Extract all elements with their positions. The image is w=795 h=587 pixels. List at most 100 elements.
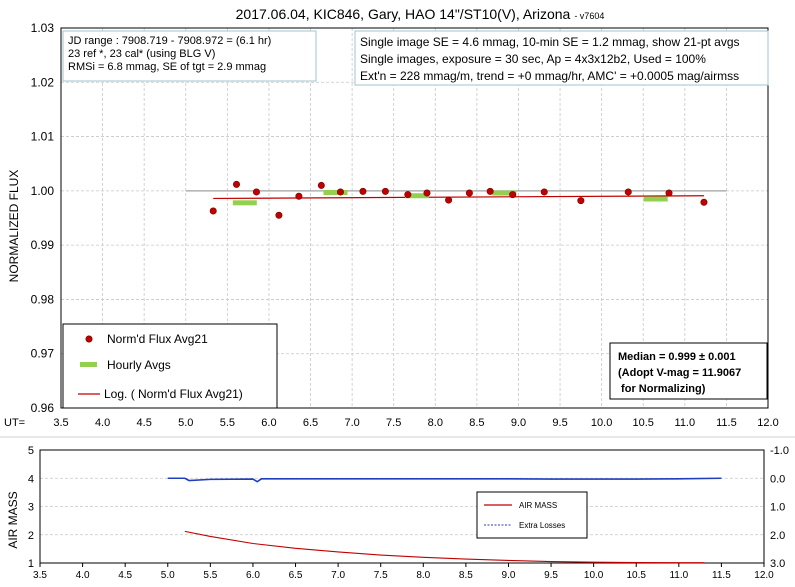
top-y-tick-label: 0.97 <box>31 347 55 361</box>
flux-point <box>233 180 241 188</box>
top-gridlines <box>61 28 768 408</box>
info-right-line-3: Ext'n = 228 mmag/m, trend = +0 mmag/hr, … <box>360 69 739 83</box>
top-x-tick-label: 8.0 <box>428 417 443 429</box>
trend-line <box>213 195 704 200</box>
info-left-line-1: JD range : 7908.719 - 7908.972 = (6.1 hr… <box>68 35 271 47</box>
info-box-left: JD range : 7908.719 - 7908.972 = (6.1 hr… <box>62 30 317 82</box>
bottom-y2-tick-label: 2.0 <box>770 530 785 542</box>
top-x-tick-label: 4.5 <box>137 417 152 429</box>
top-y-tick-label: 1.01 <box>31 130 55 144</box>
top-x-tick-label: 5.5 <box>220 417 235 429</box>
flux-point <box>295 192 303 200</box>
legend-marker-flux <box>85 335 93 343</box>
median-line-2: (Adopt V-mag = 11.9067 <box>618 367 741 379</box>
bottom-x-tick-label: 3.5 <box>33 570 47 581</box>
info-box-right: Single image SE = 4.6 mmag, 10-min SE = … <box>354 30 769 86</box>
info-right-line-1: Single image SE = 4.6 mmag, 10-min SE = … <box>360 35 740 49</box>
top-x-tick-label: 4.0 <box>95 417 110 429</box>
bottom-x-tick-label: 7.5 <box>374 570 388 581</box>
flux-point <box>381 187 389 195</box>
bottom-x-tick-label: 9.5 <box>544 570 558 581</box>
top-x-tick-label: 9.5 <box>552 417 567 429</box>
top-y-axis-label: NORMALIZED FLUX <box>7 170 21 283</box>
top-legend: Norm'd Flux Avg21 Hourly Avgs Log. ( Nor… <box>62 323 278 409</box>
bottom-y-tick-label: 2 <box>28 530 34 542</box>
bottom-x-tick-label: 10.5 <box>627 570 647 581</box>
bottom-x-tick-label: 4.5 <box>118 570 132 581</box>
top-x-tick-label: 8.5 <box>469 417 484 429</box>
top-y-tick-label: 0.99 <box>31 238 55 252</box>
bottom-gridlines <box>40 477 764 536</box>
hourly-avg-mark <box>643 196 668 202</box>
flux-point <box>445 196 453 204</box>
top-x-tick-label: 5.0 <box>178 417 193 429</box>
top-y-tick-label: 0.98 <box>31 292 55 306</box>
top-x-tick-label: 3.5 <box>53 417 68 429</box>
bottom-x-tick-label: 8.5 <box>459 570 473 581</box>
bottom-x-tick-label: 11.0 <box>669 570 688 581</box>
flux-point <box>486 187 494 195</box>
top-x-tick-label: 9.0 <box>511 417 526 429</box>
top-y-tick-label: 1.03 <box>31 21 55 35</box>
info-left-line-2: 23 ref *, 23 cal* (using BLG V) <box>68 48 215 60</box>
bottom-x-tick-label: 6.5 <box>289 570 303 581</box>
info-right-line-2: Single images, exposure = 30 sec, Ap = 4… <box>360 52 706 66</box>
bottom-x-tick-label: 8.0 <box>416 570 430 581</box>
bottom-plot-data <box>167 477 722 564</box>
top-x-tick-label: 11.0 <box>675 417 696 429</box>
extra-losses-line <box>167 477 722 483</box>
flux-point <box>624 188 632 196</box>
top-x-tick-label: 10.5 <box>633 417 654 429</box>
top-y-tick-label: 1.00 <box>31 184 55 198</box>
flux-point <box>275 211 283 219</box>
bottom-legend: AIR MASS Extra Losses <box>476 491 588 539</box>
top-x-tick-label: 6.5 <box>303 417 318 429</box>
hourly-avg-mark <box>323 189 348 195</box>
bottom-x-tick-label: 12.0 <box>754 570 774 581</box>
bottom-y-axis-label: AIR MASS <box>6 491 20 548</box>
median-line-3: for Normalizing) <box>618 383 706 395</box>
top-y-tick-label: 0.96 <box>31 401 55 415</box>
legend-label-hourly: Hourly Avgs <box>107 358 171 372</box>
bottom-plot-frame <box>39 449 765 564</box>
bottom-axes: 1 2 3 4 5 3.0 2.0 1.0 0.0 -1.0 3.5 4.0 4.5 5.0 5.5 6.0 6… <box>28 445 789 581</box>
top-x-tick-label: 10.0 <box>591 417 612 429</box>
bottom-x-tick-label: 6.0 <box>246 570 260 581</box>
median-box: Median = 0.999 ± 0.001 (Adopt V-mag = 11… <box>609 342 768 400</box>
legend-label-airmass: AIR MASS <box>519 501 557 510</box>
flux-point <box>540 188 548 196</box>
top-plot-frame <box>60 27 769 409</box>
bottom-x-tick-label: 5.5 <box>203 570 217 581</box>
bottom-x-tick-label: 5.0 <box>161 570 175 581</box>
legend-label-flux: Norm'd Flux Avg21 <box>107 332 208 346</box>
flux-point <box>465 189 473 197</box>
chart-title: 2017.06.04, KIC846, Gary, HAO 14"/ST10(V… <box>236 6 605 22</box>
top-x-tick-label: 6.0 <box>261 417 276 429</box>
bottom-y-tick-label: 3 <box>28 502 34 514</box>
top-plot-data <box>185 180 727 219</box>
bottom-y-tick-label: 4 <box>28 473 34 485</box>
top-x-tick-label: 7.0 <box>344 417 359 429</box>
hourly-avg-mark <box>404 193 429 199</box>
top-y-tick-label: 1.02 <box>31 75 55 89</box>
bottom-y2-tick-label: 1.0 <box>770 502 785 514</box>
flux-point <box>577 197 585 205</box>
flux-point <box>317 181 325 189</box>
flux-point <box>423 189 431 197</box>
bottom-x-tick-label: 9.0 <box>502 570 516 581</box>
flux-point <box>209 207 217 215</box>
hourly-avg-mark <box>492 190 517 196</box>
flux-point <box>404 191 412 199</box>
legend-label-trend: Log. ( Norm'd Flux Avg21) <box>104 387 243 401</box>
flux-point <box>700 198 708 206</box>
flux-point <box>509 191 517 199</box>
top-x-tick-label: 11.5 <box>716 417 737 429</box>
air-mass-line <box>184 530 705 564</box>
flux-point <box>665 189 673 197</box>
bottom-x-tick-label: 4.0 <box>76 570 90 581</box>
flux-point <box>359 187 367 195</box>
bottom-y2-tick-label: 3.0 <box>770 558 785 570</box>
bottom-y2-tick-label: 0.0 <box>770 473 785 485</box>
flux-point <box>252 188 260 196</box>
